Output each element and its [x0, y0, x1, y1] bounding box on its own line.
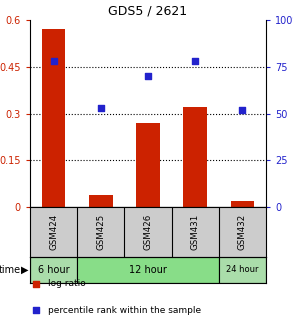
Bar — [219, 257, 266, 283]
Bar — [183, 107, 207, 207]
Text: percentile rank within the sample: percentile rank within the sample — [47, 305, 201, 315]
Text: time: time — [0, 265, 21, 275]
Bar — [30, 257, 77, 283]
Point — [98, 105, 103, 111]
Text: 6 hour: 6 hour — [38, 265, 69, 275]
Text: 24 hour: 24 hour — [226, 266, 259, 274]
Point — [33, 281, 38, 286]
Text: GSM424: GSM424 — [49, 214, 58, 250]
Text: ▶: ▶ — [21, 265, 28, 275]
Bar — [231, 201, 254, 207]
Bar — [77, 257, 219, 283]
Bar — [42, 29, 65, 207]
Point — [193, 59, 197, 64]
Point — [51, 59, 56, 64]
Text: GSM425: GSM425 — [96, 214, 105, 250]
Text: 12 hour: 12 hour — [129, 265, 167, 275]
Bar — [89, 195, 113, 207]
Point — [33, 307, 38, 313]
Point — [240, 107, 245, 112]
Title: GDS5 / 2621: GDS5 / 2621 — [108, 5, 188, 17]
Text: GSM431: GSM431 — [191, 214, 200, 250]
Bar — [136, 123, 160, 207]
Text: log ratio: log ratio — [47, 279, 85, 288]
Text: GSM426: GSM426 — [144, 214, 152, 250]
Point — [146, 74, 150, 79]
Text: GSM432: GSM432 — [238, 214, 247, 250]
